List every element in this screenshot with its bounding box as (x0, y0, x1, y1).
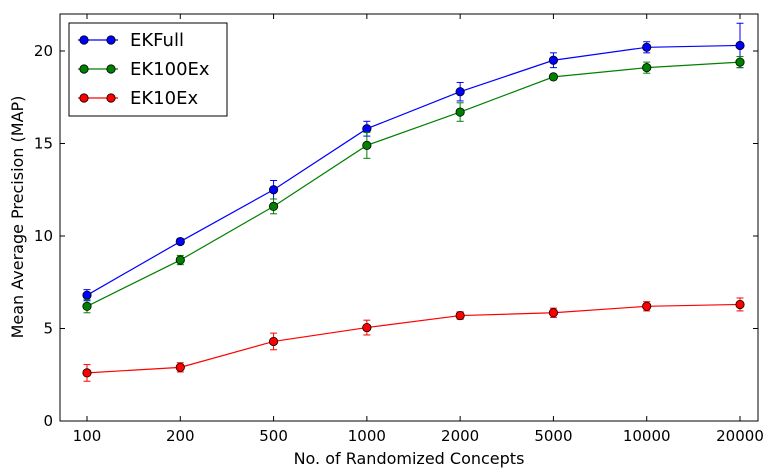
series-ek10ex (82, 297, 745, 382)
data-point (175, 255, 185, 265)
data-point (548, 72, 559, 82)
data-point (362, 322, 372, 333)
data-point (455, 87, 465, 97)
data-point (735, 40, 745, 51)
series-line (86, 44, 741, 296)
series-layer (82, 22, 745, 382)
x-axis-label: No. of Randomized Concepts (294, 449, 525, 468)
data-point (735, 299, 745, 310)
legend-item-ek100ex: EK100Ex (78, 59, 210, 80)
legend: EKFull EK100Ex EK10Ex (68, 22, 228, 117)
y-tick-label: 15 (34, 135, 53, 153)
data-point (642, 301, 652, 311)
data-point (735, 57, 745, 67)
y-axis-ticks: 0 5 10 15 20 (34, 42, 758, 430)
legend-item-ekfull: EKFull (78, 30, 184, 51)
series-line (86, 303, 741, 374)
series-ek100ex (82, 56, 745, 314)
data-point (362, 140, 372, 150)
data-point (175, 362, 185, 372)
legend-label: EK10Ex (130, 88, 198, 109)
data-point (642, 63, 652, 73)
data-point (175, 236, 185, 247)
data-point (268, 336, 279, 347)
data-point (268, 201, 279, 211)
legend-marker (79, 35, 89, 45)
y-axis-label: Mean Average Precision (MAP) (8, 96, 27, 339)
x-axis-ticks: 100 200 500 1000 2000 5000 10000 20000 (73, 14, 764, 445)
x-tick-label: 20000 (716, 427, 764, 445)
legend-item-ek10ex: EK10Ex (78, 88, 198, 109)
data-point (455, 107, 465, 117)
legend-label: EKFull (130, 30, 184, 51)
data-point (642, 42, 652, 52)
y-tick-label: 20 (34, 42, 53, 60)
legend-label: EK100Ex (130, 59, 210, 80)
legend-marker (79, 64, 89, 74)
y-tick-label: 10 (34, 227, 53, 245)
legend-marker (106, 93, 116, 103)
data-point (82, 301, 92, 311)
legend-marker (106, 35, 116, 45)
data-point (362, 124, 372, 134)
data-point (82, 290, 92, 300)
series-line (86, 61, 741, 307)
data-point (548, 55, 559, 65)
x-tick-label: 5000 (534, 427, 572, 445)
data-point (82, 368, 92, 378)
x-tick-label: 10000 (623, 427, 671, 445)
data-point (548, 308, 559, 318)
x-tick-label: 500 (259, 427, 288, 445)
y-tick-label: 5 (43, 320, 53, 338)
legend-marker (106, 64, 116, 74)
x-tick-label: 100 (73, 427, 102, 445)
legend-marker (79, 93, 89, 103)
x-tick-label: 1000 (348, 427, 386, 445)
data-point (268, 185, 279, 195)
data-point (455, 310, 465, 321)
x-tick-label: 200 (166, 427, 195, 445)
x-tick-label: 2000 (441, 427, 479, 445)
y-tick-label: 0 (43, 412, 53, 430)
